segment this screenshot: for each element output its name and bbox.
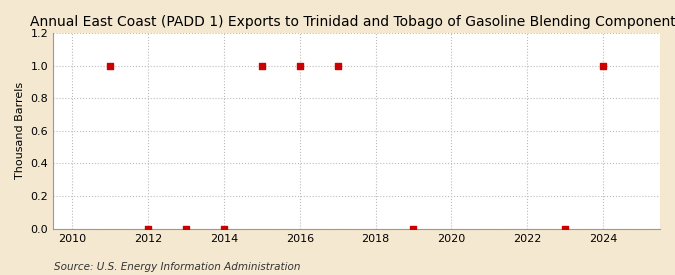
Point: [256, 63, 267, 68]
Point: [332, 63, 343, 68]
Point: [560, 226, 570, 231]
Point: [294, 63, 305, 68]
Y-axis label: Thousand Barrels: Thousand Barrels: [15, 82, 25, 179]
Point: [105, 63, 115, 68]
Text: Source: U.S. Energy Information Administration: Source: U.S. Energy Information Administ…: [54, 262, 300, 272]
Title: Annual East Coast (PADD 1) Exports to Trinidad and Tobago of Gasoline Blending C: Annual East Coast (PADD 1) Exports to Tr…: [30, 15, 675, 29]
Point: [142, 226, 153, 231]
Point: [408, 226, 419, 231]
Point: [597, 63, 608, 68]
Point: [219, 226, 230, 231]
Point: [180, 226, 191, 231]
